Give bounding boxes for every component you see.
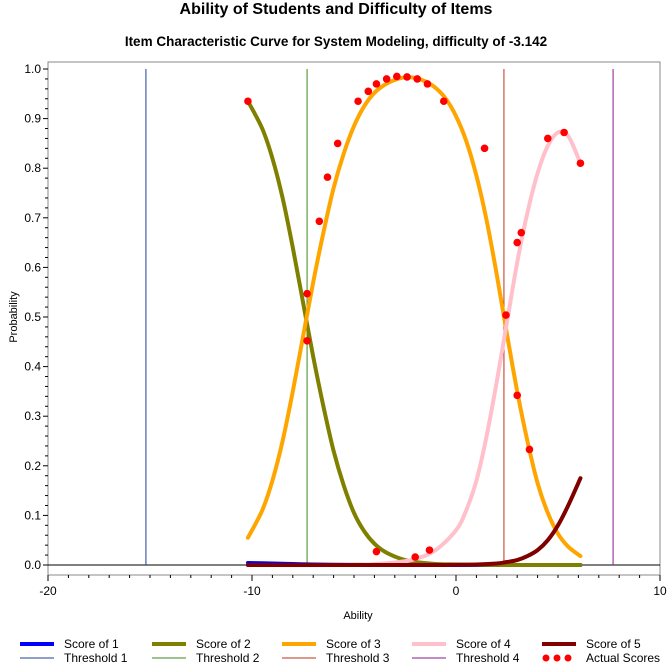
legend-label: Threshold 4	[456, 651, 520, 665]
actual-score-point	[372, 80, 381, 88]
legend-label: Score of 4	[456, 637, 511, 651]
legend-label: Score of 1	[64, 637, 119, 651]
y-tick-label: 0.7	[24, 211, 41, 225]
y-tick-label: 0.3	[24, 409, 41, 423]
actual-score-point	[425, 546, 434, 554]
threshold-lines	[145, 69, 614, 565]
series-line	[245, 129, 583, 568]
legend-label: Threshold 3	[326, 651, 390, 665]
actual-score-point	[413, 75, 422, 83]
y-tick-label: 0.2	[24, 459, 41, 473]
actual-score-point	[333, 139, 342, 148]
x-tick-label: 0	[453, 584, 460, 598]
x-axis: -20 -10 0 10	[39, 575, 667, 598]
legend-label: Score of 3	[326, 637, 381, 651]
actual-score-point	[303, 337, 311, 345]
series-line	[245, 75, 583, 559]
actual-score-point	[372, 547, 381, 556]
legend-label: Score of 2	[196, 637, 251, 651]
chart-title: Ability of Students and Difficulty of It…	[180, 1, 493, 18]
actual-score-point	[423, 80, 432, 88]
actual-score-point	[560, 128, 568, 137]
actual-score-point	[323, 173, 332, 181]
actual-score-point	[517, 228, 526, 237]
legend: Score of 1 Score of 2 Score of 3 Score of 4…	[20, 637, 660, 665]
actual-score-points	[244, 72, 585, 561]
actual-score-point	[244, 97, 252, 106]
y-tick-label: 0.0	[24, 558, 41, 572]
actual-score-point	[513, 238, 521, 247]
legend-swatch-dot	[553, 654, 561, 662]
actual-score-point	[403, 73, 411, 81]
legend-label: Actual Scores	[586, 651, 660, 665]
x-axis-label: Ability	[343, 610, 373, 622]
legend-swatch-dot	[542, 654, 550, 662]
legend-label: Threshold 1	[64, 651, 128, 665]
actual-score-point	[502, 311, 510, 319]
y-tick-label: 0.8	[24, 161, 41, 175]
y-tick-label: 1.0	[24, 62, 41, 76]
legend-swatch-dot	[564, 654, 572, 662]
y-tick-label: 0.5	[24, 310, 41, 324]
series-line	[245, 476, 583, 568]
series-line	[245, 99, 583, 568]
actual-score-point	[354, 97, 362, 106]
actual-score-point	[480, 144, 489, 153]
actual-score-point	[576, 159, 585, 168]
y-tick-label: 0.9	[24, 112, 41, 126]
y-tick-label: 0.4	[24, 360, 41, 374]
actual-score-point	[544, 134, 552, 143]
actual-score-point	[315, 217, 324, 226]
actual-score-point	[439, 97, 448, 106]
y-tick-label: 0.1	[24, 508, 41, 522]
y-axis-label: Probability	[8, 291, 20, 343]
legend-label: Threshold 2	[196, 651, 260, 665]
actual-score-point	[303, 289, 311, 298]
actual-score-point	[411, 553, 420, 561]
legend-label: Score of 5	[586, 637, 641, 651]
series-curves	[245, 75, 583, 568]
actual-score-point	[513, 391, 521, 400]
x-tick-label: -20	[39, 584, 57, 598]
actual-score-point	[364, 87, 373, 96]
x-tick-label: 10	[653, 584, 667, 598]
y-tick-label: 0.6	[24, 260, 41, 274]
x-tick-label: -10	[243, 584, 261, 598]
actual-score-point	[382, 75, 391, 83]
chart-subtitle: Item Characteristic Curve for System Mod…	[125, 34, 547, 49]
actual-score-point	[393, 72, 401, 81]
actual-score-point	[525, 445, 534, 454]
y-axis: 0.0 0.1 0.2 0.3 0.4 0.5 0.6 0.7 0.8 0.9 1.0	[24, 62, 48, 572]
